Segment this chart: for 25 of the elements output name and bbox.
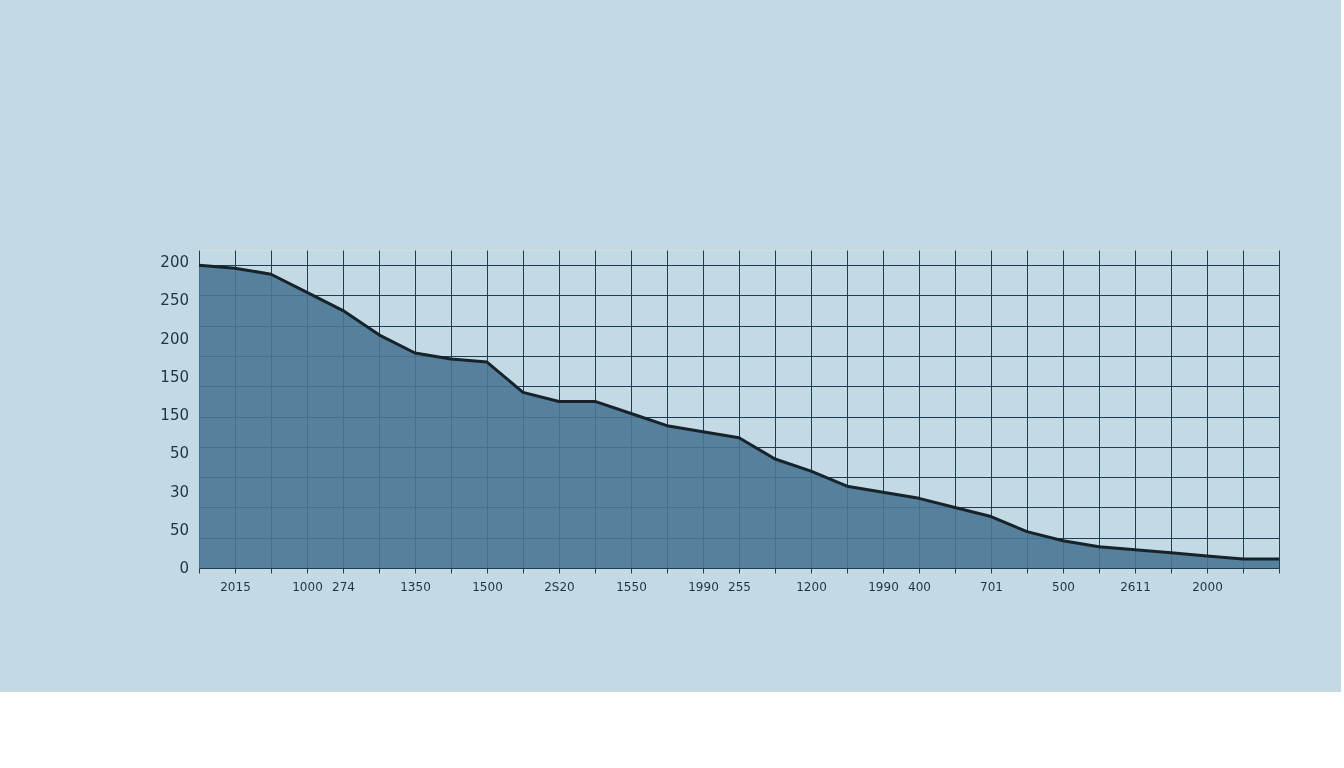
x-tick-label: 2015 — [220, 579, 251, 594]
text: 50 — [169, 520, 189, 539]
x-tick-label: 1350 — [400, 579, 431, 594]
text: 200 — [160, 329, 189, 348]
x-tick-label: 255 — [728, 579, 751, 594]
x-tick-label: 1990 — [868, 579, 899, 594]
x-tick-label: 1200 — [796, 579, 827, 594]
x-tick-label: 2611 — [1120, 579, 1151, 594]
x-tick-label: 1000 — [292, 579, 323, 594]
x-tick-label: 500 — [1052, 579, 1075, 594]
x-tick-label: 1500 — [472, 579, 503, 594]
x-tick-label: 2000 — [1192, 579, 1223, 594]
x-tick-label: 400 — [908, 579, 931, 594]
text: 150 — [160, 367, 189, 386]
text: 50 — [169, 444, 189, 463]
text: 0 — [179, 559, 189, 577]
x-tick-label: 274 — [332, 579, 355, 594]
x-tick-label: 1990 — [688, 579, 719, 594]
text: 200 — [160, 253, 189, 271]
x-tick-label: 701 — [980, 579, 1003, 594]
text: 250 — [160, 291, 189, 310]
x-tick-label: 1550 — [616, 579, 647, 594]
text: 30 — [169, 482, 189, 501]
x-tick-label: 2S20 — [544, 579, 575, 594]
text: 150 — [160, 406, 189, 424]
